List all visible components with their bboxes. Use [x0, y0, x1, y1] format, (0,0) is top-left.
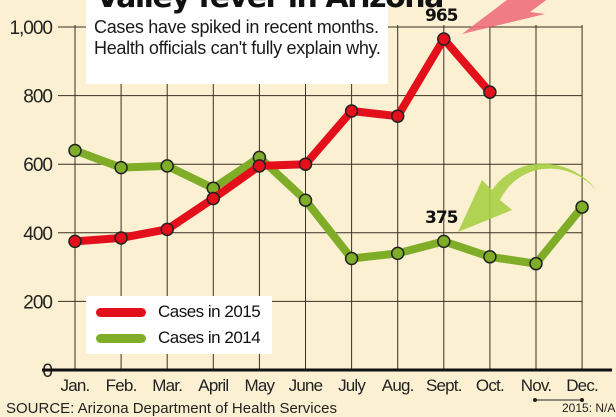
- data-point: [298, 157, 313, 171]
- data-point: [483, 250, 497, 264]
- data-point: [252, 159, 267, 173]
- y-tick-label: 400: [23, 224, 52, 245]
- chart-title: Valley fever in Arizona: [96, 0, 444, 15]
- na-note: 2015: N/A: [562, 401, 616, 415]
- x-tick-label: May: [245, 376, 276, 395]
- legend-item-2014: Cases in 2014: [96, 328, 261, 348]
- source-note: SOURCE: Arizona Department of Health Ser…: [6, 400, 337, 417]
- y-axis: 02004006008001,000: [9, 18, 53, 382]
- legend-swatch-2014: [96, 333, 146, 343]
- x-tick-label: Oct.: [476, 376, 504, 395]
- data-point: [114, 231, 128, 245]
- data-point: [160, 159, 174, 173]
- legend: Cases in 2015 Cases in 2014: [86, 296, 272, 354]
- x-tick-label: Mar.: [152, 376, 182, 395]
- y-tick-label: 600: [23, 155, 52, 176]
- x-tick-label: Aug.: [382, 376, 414, 395]
- legend-label-2014: Cases in 2014: [158, 328, 261, 347]
- x-tick-label: Jan.: [61, 376, 90, 395]
- x-tick-label: April: [198, 376, 228, 395]
- data-point: [483, 85, 497, 99]
- data-point: [437, 234, 451, 249]
- x-axis: Jan. Feb. Mar. April May June July Aug. Sept. Oct…: [42, 368, 612, 395]
- data-point: [206, 191, 221, 206]
- y-tick-label: 1,000: [9, 18, 52, 39]
- data-point: [390, 246, 405, 261]
- data-series: [68, 32, 589, 271]
- x-tick-label: July: [338, 376, 366, 395]
- y-tick-label: 200: [23, 292, 52, 313]
- decorative-arrows: [458, 0, 596, 232]
- legend-swatch-2015: [96, 307, 146, 317]
- data-point: [575, 200, 589, 214]
- data-point: [160, 222, 174, 237]
- x-tick-label: Dec.: [566, 376, 598, 395]
- data-point: [68, 143, 82, 158]
- na-range-marker: [533, 398, 584, 402]
- data-point: [114, 160, 128, 175]
- sept-2014-callout: 375: [425, 208, 458, 228]
- green-curved-arrow-icon: [458, 163, 596, 232]
- red-arrow-icon: [462, 0, 547, 34]
- data-point: [344, 251, 359, 266]
- data-point: [298, 193, 313, 207]
- y-tick-label: 800: [23, 87, 52, 108]
- x-tick-label: June: [289, 376, 323, 395]
- data-point: [344, 104, 359, 118]
- series-cases-in-2014: [68, 143, 589, 271]
- peak-2015-callout: 965: [425, 6, 458, 26]
- data-point: [68, 234, 82, 249]
- x-tick-label: Nov.: [521, 376, 552, 395]
- x-tick-label: Sept.: [426, 376, 462, 395]
- series-cases-in-2015: [68, 32, 497, 249]
- title-box: [86, 0, 388, 84]
- x-tick-label: Feb.: [106, 376, 137, 395]
- data-point: [390, 109, 405, 123]
- data-point: [529, 256, 543, 271]
- legend-item-2015: Cases in 2015: [96, 302, 261, 322]
- callouts: 965 375: [425, 6, 459, 228]
- legend-label-2015: Cases in 2015: [158, 302, 261, 321]
- data-point: [437, 32, 451, 46]
- chart-subtitle: Cases have spiked in recent months. Heal…: [94, 17, 381, 58]
